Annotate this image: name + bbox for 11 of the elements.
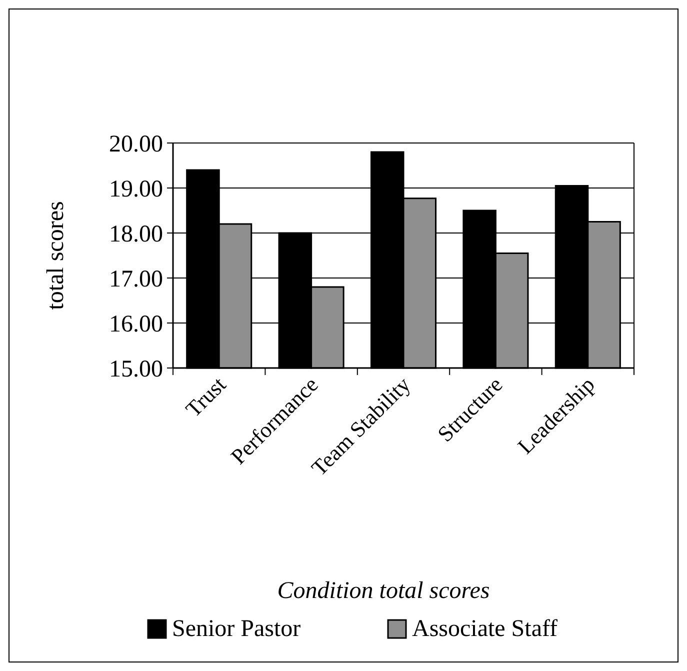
- x-axis-title: Condition total scores: [277, 578, 490, 604]
- y-tick-label: 18.00: [109, 221, 163, 248]
- y-tick-label: 15.00: [109, 356, 163, 382]
- y-tick-label: 16.00: [109, 311, 163, 338]
- y-axis-title: total scores: [43, 201, 69, 310]
- x-tick-label: Trust: [180, 372, 231, 422]
- y-tick-label: 17.00: [109, 266, 163, 292]
- y-tick-label: 20.00: [109, 131, 163, 158]
- y-tick-label: 19.00: [109, 176, 163, 202]
- legend-label: Senior Pastor: [172, 616, 301, 642]
- legend-label: Associate Staff: [412, 616, 558, 642]
